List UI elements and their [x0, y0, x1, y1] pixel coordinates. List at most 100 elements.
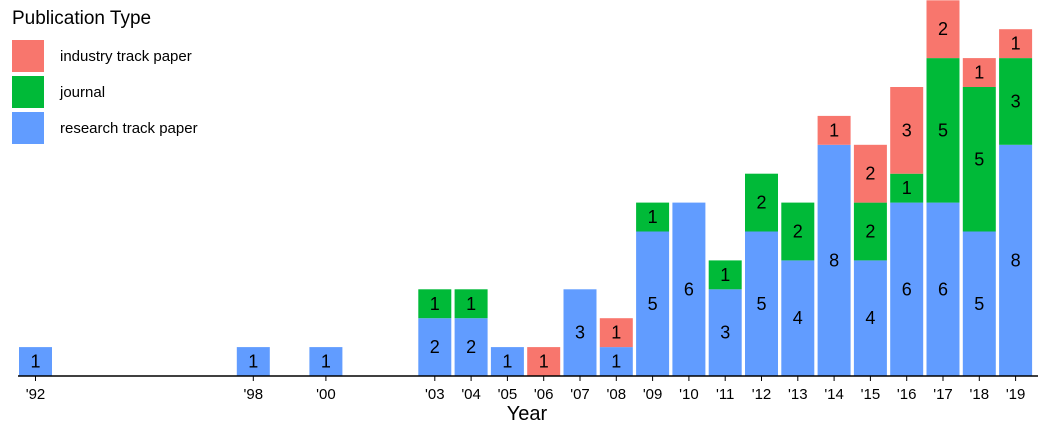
bar-segment — [999, 58, 1033, 145]
x-tick-label: '03 — [425, 386, 445, 403]
bar-value-label: 4 — [865, 308, 875, 328]
bar-value-label: 1 — [539, 352, 549, 372]
x-tick-label: '92 — [26, 386, 46, 403]
bar-segment — [962, 231, 996, 376]
bar-value-label: 2 — [756, 193, 766, 213]
bar-segment — [890, 173, 924, 203]
bar-segment — [636, 231, 670, 376]
bar-segment — [999, 144, 1033, 376]
bar-segment — [418, 289, 452, 319]
legend-title: Publication Type — [12, 8, 152, 29]
legend-item: industry track paper — [12, 38, 198, 74]
x-tick-label: '12 — [752, 386, 772, 403]
bars — [19, 0, 1033, 376]
legend-item: research track paper — [12, 110, 198, 146]
bar-value-label: 5 — [648, 294, 658, 314]
bar-value-label: 2 — [865, 164, 875, 184]
bar-value-label: 1 — [720, 265, 730, 285]
bar-value-label: 1 — [466, 294, 476, 314]
legend-swatch — [12, 76, 44, 108]
x-tick-label: '09 — [643, 386, 663, 403]
bar-value-label: 1 — [1011, 34, 1021, 54]
legend-items: industry track paper journal research trac… — [12, 38, 198, 146]
legend-item: journal — [12, 74, 198, 110]
bar-segment — [926, 0, 960, 59]
legend-swatch — [12, 112, 44, 144]
bar-segment — [527, 347, 561, 376]
bar-value-label: 5 — [938, 120, 948, 140]
bar-segment — [599, 347, 633, 376]
x-tick-label: '16 — [897, 386, 917, 403]
bar-value-label: 6 — [902, 279, 912, 299]
bar-segment — [999, 29, 1033, 59]
x-tick-label: '14 — [824, 386, 844, 403]
x-tick-label: '18 — [970, 386, 990, 403]
bar-segment — [745, 173, 778, 232]
legend: Publication Type industry track paper jou… — [12, 8, 198, 146]
bar-value-label: 5 — [756, 294, 766, 314]
x-tick-label: '08 — [607, 386, 627, 403]
bar-value-label: 1 — [248, 352, 258, 372]
bar-value-label: 3 — [575, 323, 585, 343]
bar-value-label: 1 — [30, 352, 40, 372]
bar-segment — [962, 87, 996, 232]
x-tick-label: '05 — [498, 386, 518, 403]
bar-value-label: 8 — [1011, 250, 1021, 270]
bar-value-label: 1 — [611, 323, 621, 343]
bar-value-label: 2 — [466, 337, 476, 357]
bar-segment — [853, 260, 887, 376]
bar-segment — [853, 202, 887, 261]
legend-label: industry track paper — [60, 47, 192, 65]
bar-segment — [454, 289, 488, 319]
bar-value-label: 4 — [793, 308, 803, 328]
bar-segment — [781, 260, 815, 376]
bar-value-label: 1 — [611, 352, 621, 372]
x-tick-label: '15 — [861, 386, 881, 403]
bar-segment — [708, 260, 742, 290]
bar-segment — [817, 115, 851, 145]
bar-value-label: 3 — [902, 120, 912, 140]
bar-segment — [563, 289, 597, 376]
bar-segment — [599, 318, 633, 348]
bar-value-label: 1 — [974, 63, 984, 83]
bar-segment — [309, 347, 343, 376]
bar-segment — [418, 318, 452, 376]
bar-segment — [853, 144, 887, 203]
bar-segment — [745, 231, 778, 376]
bar-segment — [490, 347, 524, 376]
bar-segment — [454, 318, 488, 376]
x-tick-label: '19 — [1006, 386, 1026, 403]
bar-value-label: 6 — [684, 279, 694, 299]
bar-segment — [926, 58, 960, 203]
bar-value-label: 1 — [648, 207, 658, 227]
x-tick-label: '13 — [788, 386, 808, 403]
bar-value-label: 1 — [321, 352, 331, 372]
bar-value-label: 1 — [902, 178, 912, 198]
bar-segment — [236, 347, 270, 376]
x-tick-label: '07 — [570, 386, 590, 403]
bar-segment — [890, 87, 924, 174]
x-tick-label: '10 — [679, 386, 699, 403]
bar-value-label: 2 — [793, 222, 803, 242]
bar-value-label: 3 — [1011, 92, 1021, 112]
bar-segment — [672, 202, 706, 376]
x-ticks: '92 '98 '00 '03 '04 '05 '06 '07 '08 '09 '10 '11 '12 '… — [26, 376, 1026, 403]
bar-value-label: 5 — [974, 149, 984, 169]
x-tick-label: '98 — [244, 386, 264, 403]
x-tick-label: '00 — [316, 386, 336, 403]
legend-swatch — [12, 40, 44, 72]
legend-label: journal — [60, 83, 106, 101]
bar-segment — [817, 144, 851, 376]
bar-segment — [926, 202, 960, 376]
bar-value-label: 2 — [938, 19, 948, 39]
bar-value-label: 3 — [720, 323, 730, 343]
bar-value-label: 1 — [430, 294, 440, 314]
bar-segment — [890, 202, 924, 376]
bar-value-label: 2 — [430, 337, 440, 357]
bar-segment — [19, 347, 52, 376]
x-tick-label: '04 — [461, 386, 481, 403]
bar-segment — [636, 202, 670, 232]
x-tick-label: '11 — [716, 386, 734, 403]
